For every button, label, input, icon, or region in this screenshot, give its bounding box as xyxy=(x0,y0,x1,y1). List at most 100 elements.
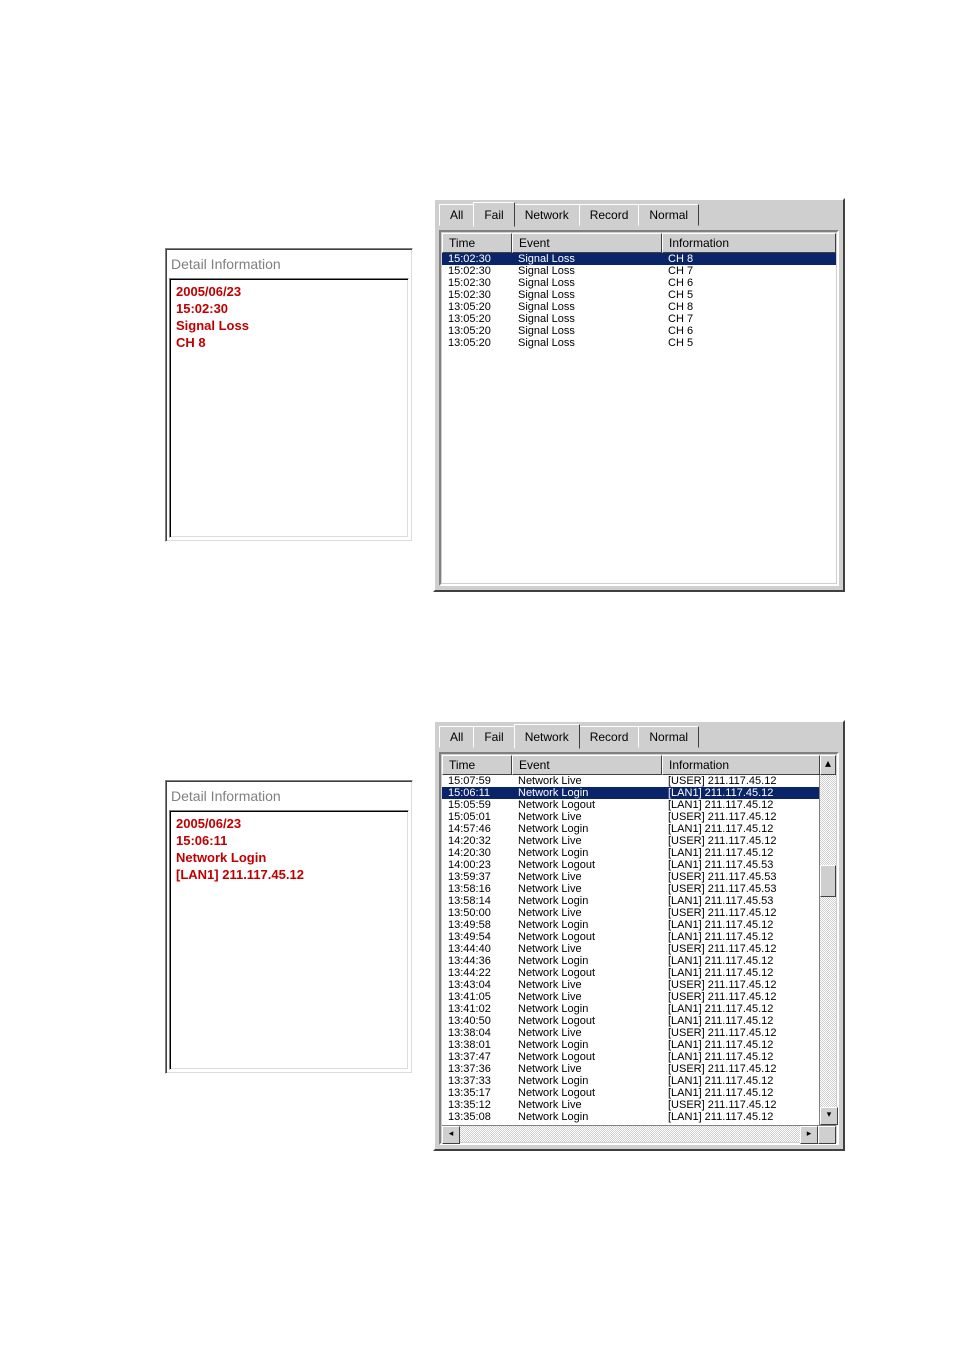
log-row[interactable]: 15:06:11Network Login[LAN1] 211.117.45.1… xyxy=(442,787,820,799)
log-row[interactable]: 13:35:12Network Live[USER] 211.117.45.12 xyxy=(442,1099,820,1111)
detail-line: Signal Loss xyxy=(176,317,402,334)
log-row[interactable]: 13:37:36Network Live[USER] 211.117.45.12 xyxy=(442,1063,820,1075)
tab-fail[interactable]: Fail xyxy=(473,202,514,227)
cell-event: Network Live xyxy=(512,979,662,991)
log-row[interactable]: 13:50:00Network Live[USER] 211.117.45.12 xyxy=(442,907,820,919)
log-row[interactable]: 13:38:01Network Login[LAN1] 211.117.45.1… xyxy=(442,1039,820,1051)
log-list-wrap: 15:02:30Signal LossCH 815:02:30Signal Lo… xyxy=(442,253,836,583)
cell-time: 13:05:20 xyxy=(442,337,512,349)
log-row[interactable]: 15:02:30Signal LossCH 6 xyxy=(442,277,836,289)
tab-record[interactable]: Record xyxy=(579,726,640,748)
log-row[interactable]: 13:44:22Network Logout[LAN1] 211.117.45.… xyxy=(442,967,820,979)
tab-all[interactable]: All xyxy=(439,726,474,748)
log-row[interactable]: 13:49:58Network Login[LAN1] 211.117.45.1… xyxy=(442,919,820,931)
log-row[interactable]: 13:35:08Network Login[LAN1] 211.117.45.1… xyxy=(442,1111,820,1123)
log-row[interactable]: 13:05:20Signal LossCH 7 xyxy=(442,313,836,325)
scroll-down-button[interactable]: ▾ xyxy=(820,1107,838,1125)
log-row[interactable]: 13:35:17Network Logout[LAN1] 211.117.45.… xyxy=(442,1087,820,1099)
cell-event: Network Logout xyxy=(512,931,662,943)
column-header-time[interactable]: Time xyxy=(442,755,512,775)
log-panel-bottom: AllFailNetworkRecordNormal TimeEventInfor… xyxy=(433,720,845,1151)
log-row[interactable]: 15:05:59Network Logout[LAN1] 211.117.45.… xyxy=(442,799,820,811)
cell-info: [LAN1] 211.117.45.12 xyxy=(662,1075,820,1087)
log-row[interactable]: 15:02:30Signal LossCH 8 xyxy=(442,253,836,265)
cell-info: [LAN1] 211.117.45.12 xyxy=(662,847,820,859)
column-header-info[interactable]: Information xyxy=(662,233,836,253)
log-row[interactable]: 13:38:04Network Live[USER] 211.117.45.12 xyxy=(442,1027,820,1039)
cell-time: 13:37:47 xyxy=(442,1051,512,1063)
cell-info: CH 5 xyxy=(662,289,836,301)
log-row[interactable]: 13:37:33Network Login[LAN1] 211.117.45.1… xyxy=(442,1075,820,1087)
cell-info: CH 6 xyxy=(662,325,836,337)
cell-info: [LAN1] 211.117.45.12 xyxy=(662,967,820,979)
log-row[interactable]: 15:05:01Network Live[USER] 211.117.45.12 xyxy=(442,811,820,823)
horizontal-scrollbar[interactable]: ◂▸ xyxy=(442,1125,836,1142)
scroll-track[interactable] xyxy=(820,775,836,1107)
cell-time: 13:43:04 xyxy=(442,979,512,991)
cell-event: Network Live xyxy=(512,835,662,847)
tab-fail[interactable]: Fail xyxy=(473,726,514,748)
log-row[interactable]: 13:40:50Network Logout[LAN1] 211.117.45.… xyxy=(442,1015,820,1027)
cell-info: CH 6 xyxy=(662,277,836,289)
log-row[interactable]: 13:05:20Signal LossCH 8 xyxy=(442,301,836,313)
cell-time: 13:05:20 xyxy=(442,301,512,313)
cell-info: [LAN1] 211.117.45.12 xyxy=(662,1015,820,1027)
log-list[interactable]: 15:07:59Network Live[USER] 211.117.45.12… xyxy=(442,775,836,1125)
column-header-event[interactable]: Event xyxy=(512,233,662,253)
detail-line: 2005/06/23 xyxy=(176,815,402,832)
detail-body: 2005/06/2315:06:11Network Login[LAN1] 21… xyxy=(169,810,409,1070)
scroll-corner xyxy=(818,1126,836,1144)
log-row[interactable]: 15:07:59Network Live[USER] 211.117.45.12 xyxy=(442,775,820,787)
log-row[interactable]: 14:00:23Network Logout[LAN1] 211.117.45.… xyxy=(442,859,820,871)
cell-event: Network Live xyxy=(512,943,662,955)
cell-info: [USER] 211.117.45.12 xyxy=(662,835,820,847)
log-row[interactable]: 13:44:36Network Login[LAN1] 211.117.45.1… xyxy=(442,955,820,967)
scroll-right-button[interactable]: ▸ xyxy=(800,1126,818,1144)
tab-normal[interactable]: Normal xyxy=(638,204,699,226)
detail-label: Detail Information xyxy=(169,252,409,278)
cell-event: Network Live xyxy=(512,1063,662,1075)
column-header-time[interactable]: Time xyxy=(442,233,512,253)
log-row[interactable]: 14:20:30Network Login[LAN1] 211.117.45.1… xyxy=(442,847,820,859)
detail-line: 15:06:11 xyxy=(176,832,402,849)
tab-record[interactable]: Record xyxy=(579,204,640,226)
column-header-event[interactable]: Event xyxy=(512,755,662,775)
cell-info: [LAN1] 211.117.45.53 xyxy=(662,895,820,907)
tab-normal[interactable]: Normal xyxy=(638,726,699,748)
log-row[interactable]: 14:57:46Network Login[LAN1] 211.117.45.1… xyxy=(442,823,820,835)
cell-event: Network Live xyxy=(512,1027,662,1039)
log-list[interactable]: 15:02:30Signal LossCH 815:02:30Signal Lo… xyxy=(442,253,836,583)
log-row[interactable]: 13:44:40Network Live[USER] 211.117.45.12 xyxy=(442,943,820,955)
log-row[interactable]: 13:59:37Network Live[USER] 211.117.45.53 xyxy=(442,871,820,883)
log-row[interactable]: 13:58:14Network Login[LAN1] 211.117.45.5… xyxy=(442,895,820,907)
cell-info: [USER] 211.117.45.12 xyxy=(662,1063,820,1075)
tab-all[interactable]: All xyxy=(439,204,474,226)
log-row[interactable]: 15:02:30Signal LossCH 7 xyxy=(442,265,836,277)
detail-line: [LAN1] 211.117.45.12 xyxy=(176,866,402,883)
log-row[interactable]: 15:02:30Signal LossCH 5 xyxy=(442,289,836,301)
log-row[interactable]: 13:05:20Signal LossCH 5 xyxy=(442,337,836,349)
log-row[interactable]: 13:41:02Network Login[LAN1] 211.117.45.1… xyxy=(442,1003,820,1015)
scroll-thumb[interactable] xyxy=(820,865,836,897)
cell-time: 13:37:36 xyxy=(442,1063,512,1075)
cell-time: 15:02:30 xyxy=(442,265,512,277)
scroll-up-button[interactable]: ▴ xyxy=(820,755,836,775)
cell-time: 15:06:11 xyxy=(442,787,512,799)
column-header-info[interactable]: Information xyxy=(662,755,820,775)
tab-network[interactable]: Network xyxy=(514,724,580,749)
log-row[interactable]: 13:05:20Signal LossCH 6 xyxy=(442,325,836,337)
cell-info: [LAN1] 211.117.45.12 xyxy=(662,1111,820,1123)
log-row[interactable]: 13:43:04Network Live[USER] 211.117.45.12 xyxy=(442,979,820,991)
log-row[interactable]: 13:41:05Network Live[USER] 211.117.45.12 xyxy=(442,991,820,1003)
scroll-track[interactable] xyxy=(460,1126,800,1142)
cell-event: Signal Loss xyxy=(512,325,662,337)
cell-event: Network Live xyxy=(512,811,662,823)
log-row[interactable]: 14:20:32Network Live[USER] 211.117.45.12 xyxy=(442,835,820,847)
vertical-scrollbar[interactable]: ▾ xyxy=(819,775,836,1125)
tab-network[interactable]: Network xyxy=(514,204,580,226)
cell-info: [USER] 211.117.45.12 xyxy=(662,1027,820,1039)
log-row[interactable]: 13:49:54Network Logout[LAN1] 211.117.45.… xyxy=(442,931,820,943)
log-row[interactable]: 13:37:47Network Logout[LAN1] 211.117.45.… xyxy=(442,1051,820,1063)
scroll-left-button[interactable]: ◂ xyxy=(442,1126,460,1144)
log-row[interactable]: 13:58:16Network Live[USER] 211.117.45.53 xyxy=(442,883,820,895)
